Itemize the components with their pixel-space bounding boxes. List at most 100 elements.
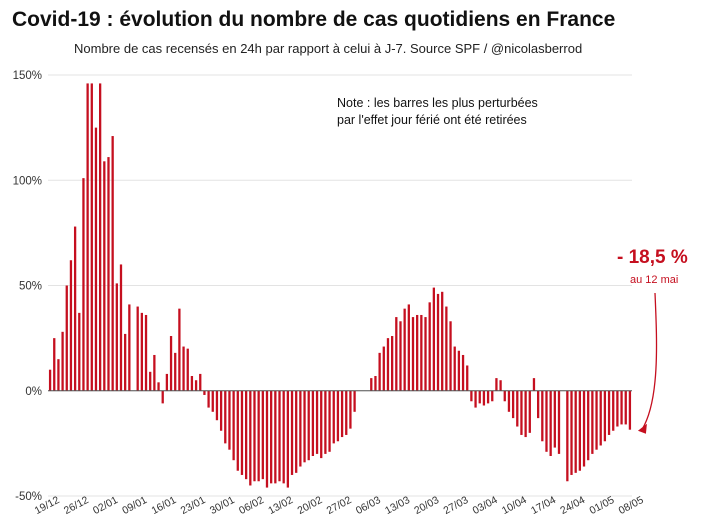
- bar: [207, 390, 210, 408]
- bar: [328, 390, 331, 452]
- bar: [311, 390, 315, 456]
- bar: [82, 178, 85, 391]
- bar: [48, 369, 52, 391]
- x-tick-label: 16/01: [149, 494, 178, 517]
- bar: [566, 390, 569, 482]
- bar: [128, 304, 131, 391]
- x-tick-label: 17/04: [529, 494, 558, 517]
- bar: [516, 390, 519, 427]
- bar: [165, 373, 169, 391]
- callout-arrowhead: [637, 423, 647, 434]
- bar: [599, 390, 602, 446]
- x-tick-label: 13/03: [383, 494, 412, 517]
- bar: [270, 390, 273, 484]
- bar: [528, 390, 531, 433]
- note-line-1: Note : les barres les plus perturbées: [337, 96, 538, 110]
- bar: [374, 376, 377, 391]
- bar: [428, 302, 431, 391]
- x-tick-label: 27/02: [325, 494, 354, 517]
- bar: [449, 321, 452, 391]
- bar: [149, 371, 152, 391]
- bar: [553, 390, 556, 448]
- bar: [591, 390, 594, 454]
- bar: [245, 390, 248, 480]
- bar: [612, 390, 615, 431]
- bar: [336, 390, 340, 442]
- callout-arrow: [641, 292, 658, 431]
- grid-lines: [48, 74, 632, 497]
- bar: [228, 390, 231, 450]
- bar: [136, 306, 139, 391]
- bar: [324, 390, 327, 454]
- bar: [253, 390, 256, 482]
- bar: [178, 308, 181, 391]
- x-tick-label: 02/01: [91, 494, 120, 517]
- bar: [587, 390, 590, 461]
- bar: [90, 83, 93, 391]
- bar: [186, 348, 189, 391]
- bar: [403, 308, 406, 391]
- bar: [115, 283, 118, 391]
- bar: [174, 352, 177, 391]
- bar: [57, 359, 60, 391]
- bar: [265, 390, 269, 488]
- bar: [503, 390, 506, 402]
- bar: [411, 317, 415, 391]
- x-tick-label: 03/04: [471, 494, 500, 517]
- bar: [549, 390, 552, 456]
- bar: [499, 380, 502, 391]
- bar: [215, 390, 219, 421]
- bar: [391, 336, 394, 391]
- callout-date: au 12 mai: [630, 274, 679, 286]
- bar: [482, 390, 486, 406]
- bar: [86, 83, 89, 391]
- bar: [199, 373, 202, 391]
- bar: [416, 314, 419, 391]
- bar: [340, 390, 344, 438]
- bar: [111, 136, 114, 391]
- bar: [382, 346, 385, 391]
- bar: [420, 314, 423, 391]
- x-tick-label: 23/01: [179, 494, 208, 517]
- bar: [320, 390, 323, 459]
- bar: [386, 338, 390, 391]
- bar: [445, 306, 448, 391]
- bar: [495, 378, 498, 391]
- bar: [194, 380, 198, 391]
- bar: [470, 390, 473, 402]
- bar: [595, 390, 598, 450]
- bar: [582, 390, 586, 467]
- bar: [303, 390, 306, 463]
- bar: [436, 293, 440, 391]
- callout-value: - 18,5 %: [617, 247, 688, 268]
- y-axis-labels: -50% 0% 50% 100% 150%: [13, 70, 42, 503]
- bar: [507, 390, 511, 412]
- bar: [453, 346, 456, 391]
- chart-title: Covid-19 : évolution du nombre de cas qu…: [12, 8, 616, 31]
- bar: [119, 264, 123, 391]
- bar: [103, 161, 106, 391]
- bar: [278, 390, 281, 482]
- bar: [466, 365, 469, 391]
- bar: [274, 390, 277, 484]
- bar: [557, 390, 561, 454]
- y-tick-label: 50%: [19, 281, 42, 293]
- bar: [240, 390, 244, 475]
- bar: [61, 331, 64, 391]
- chart-subtitle: Nombre de cas recensés en 24h par rappor…: [74, 41, 583, 56]
- bar: [295, 390, 298, 473]
- bars: [48, 83, 632, 488]
- x-tick-label: 27/03: [441, 494, 470, 517]
- bar: [161, 390, 164, 404]
- bar: [478, 390, 481, 404]
- bar: [190, 376, 194, 391]
- bar: [211, 390, 214, 412]
- bar: [286, 390, 289, 488]
- bar: [520, 390, 523, 435]
- y-tick-label: -50%: [15, 491, 42, 503]
- bar: [290, 390, 294, 475]
- y-tick-label: 150%: [13, 70, 42, 82]
- bar: [203, 390, 206, 395]
- bar: [282, 390, 285, 484]
